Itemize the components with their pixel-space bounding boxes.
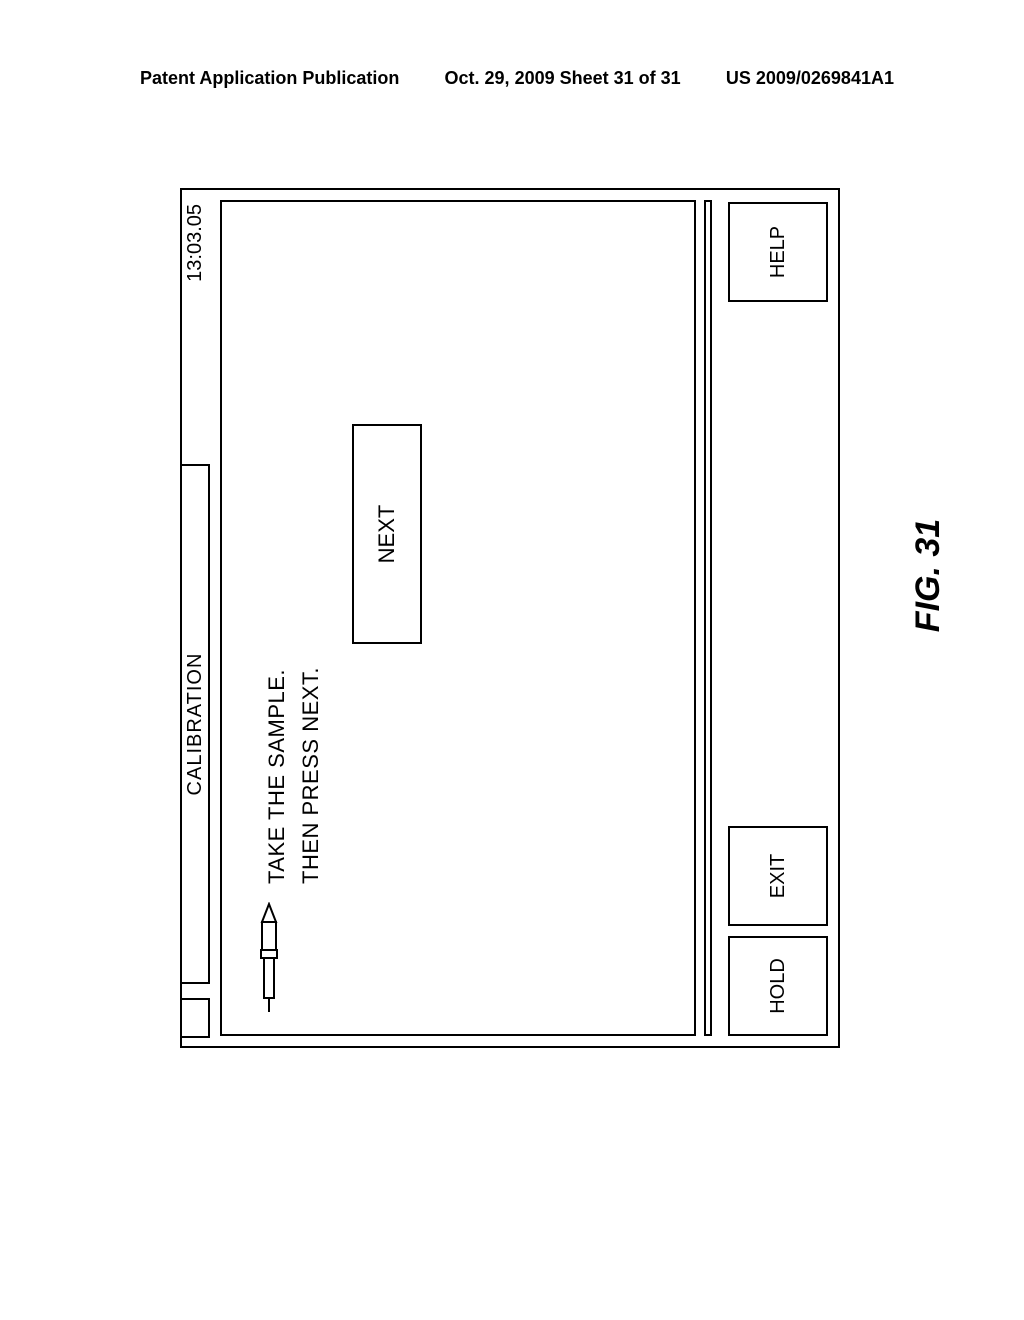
device-screen: CALIBRATION 13:03.05 TAKE THE SAMPLE. TH…	[180, 188, 840, 1048]
title-bar: CALIBRATION	[180, 464, 210, 984]
clock-readout: 13:03.05	[184, 204, 207, 282]
instruction-line-2: THEN PRESS NEXT.	[298, 667, 324, 884]
main-panel: TAKE THE SAMPLE. THEN PRESS NEXT. NEXT	[220, 200, 696, 1036]
next-button-label: NEXT	[374, 505, 400, 564]
syringe-icon	[252, 902, 286, 1012]
help-button-label: HELP	[767, 226, 790, 278]
help-button[interactable]: HELP	[728, 202, 828, 302]
title-text: CALIBRATION	[184, 653, 207, 796]
exit-button-label: EXIT	[767, 854, 790, 898]
title-block-icon	[180, 998, 210, 1038]
page-header: Patent Application Publication Oct. 29, …	[0, 68, 1024, 89]
exit-button[interactable]: EXIT	[728, 826, 828, 926]
instruction-line-1: TAKE THE SAMPLE.	[264, 669, 290, 884]
outer-frame: CALIBRATION 13:03.05 TAKE THE SAMPLE. TH…	[180, 188, 840, 1048]
header-center: Oct. 29, 2009 Sheet 31 of 31	[445, 68, 681, 89]
figure-caption: FIG. 31	[909, 519, 948, 632]
hold-button[interactable]: HOLD	[728, 936, 828, 1036]
next-button[interactable]: NEXT	[352, 424, 422, 644]
hold-button-label: HOLD	[767, 958, 790, 1014]
header-right: US 2009/0269841A1	[726, 68, 894, 89]
divider-bar	[704, 200, 712, 1036]
header-left: Patent Application Publication	[140, 68, 399, 89]
